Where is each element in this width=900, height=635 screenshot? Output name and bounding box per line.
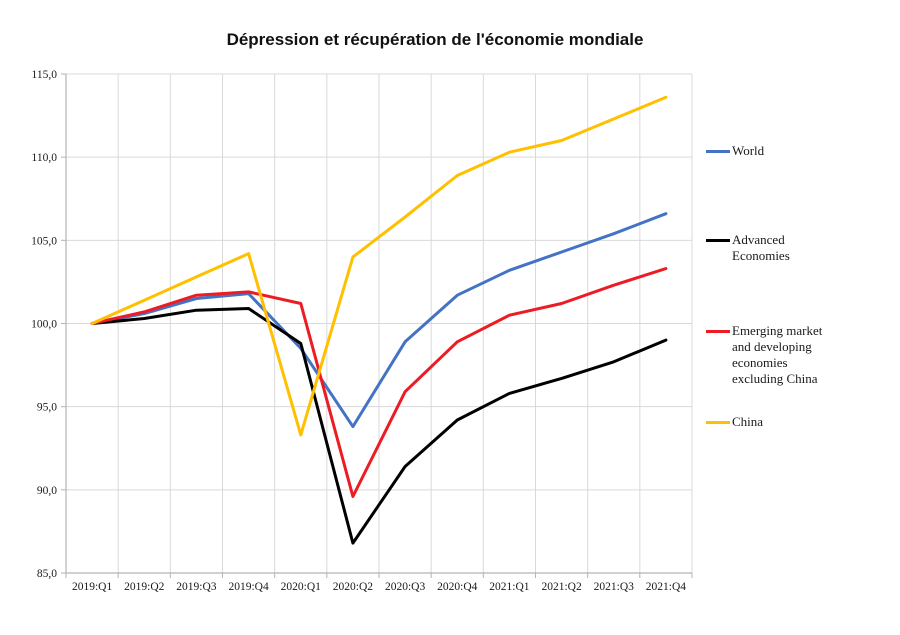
x-tick-label: 2020:Q4 [437, 581, 478, 593]
y-tick-label: 105,0 [31, 235, 57, 247]
series-line-world [90, 212, 668, 429]
x-tick-label: 2020:Q1 [281, 581, 322, 593]
x-tick-label: 2019:Q1 [72, 581, 113, 593]
x-tick-label: 2021:Q1 [489, 581, 530, 593]
y-tick-label: 100,0 [31, 319, 57, 331]
y-tick-label: 90,0 [37, 485, 57, 497]
chart-title: Dépression et récupération de l'économie… [226, 30, 644, 49]
y-tick-label: 95,0 [37, 402, 57, 414]
y-tick-label: 110,0 [32, 152, 58, 164]
x-tick-label: 2020:Q2 [333, 581, 374, 593]
x-tick-label: 2021:Q2 [541, 581, 582, 593]
series-line-advanced-economies [90, 307, 668, 545]
x-tick-label: 2021:Q3 [594, 581, 635, 593]
x-tick-label: 2020:Q3 [385, 581, 426, 593]
x-tick-label: 2021:Q4 [646, 581, 687, 593]
y-tick-label: 85,0 [37, 568, 57, 580]
series-line-emerging-market-and-developing-economies-excluding-china [90, 267, 668, 498]
x-tick-label: 2019:Q3 [176, 581, 217, 593]
x-tick-label: 2019:Q4 [228, 581, 269, 593]
series-line-china [90, 95, 668, 437]
x-tick-label: 2019:Q2 [124, 581, 165, 593]
y-tick-label: 115,0 [32, 69, 58, 81]
